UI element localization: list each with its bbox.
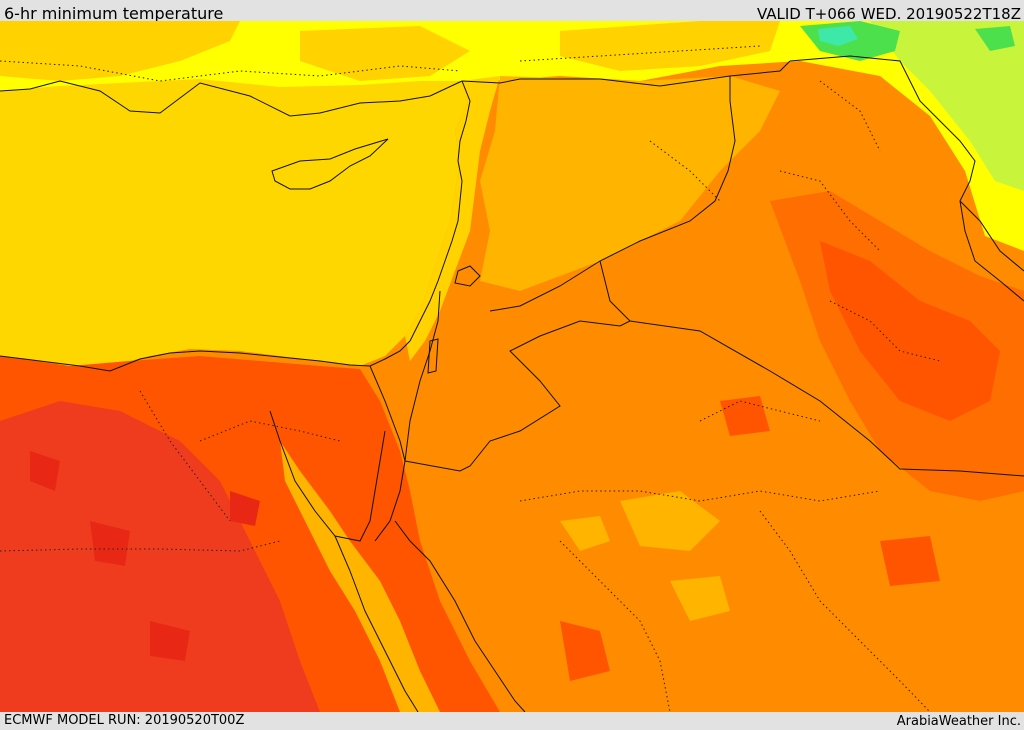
- iraq-red-core: [820, 241, 1000, 421]
- border-lebanon: [454, 265, 481, 287]
- coast-mediterranean-south: [0, 340, 411, 372]
- valid-time: VALID T+066 WED. 20190522T18Z: [756, 5, 1021, 23]
- dotted-border-iraq: [649, 140, 941, 362]
- model-run-label: ECMWF MODEL RUN: 20190520T00Z: [4, 713, 245, 728]
- dead-sea: [427, 338, 439, 374]
- coast-red-sea: [334, 520, 526, 712]
- footer-bar: ECMWF MODEL RUN: 20190520T00Z ArabiaWeat…: [0, 712, 1024, 729]
- coast-gulf-of-suez: [269, 410, 386, 542]
- green-patch: [800, 21, 1015, 61]
- cyprus-island: [271, 138, 389, 190]
- credit-label: ArabiaWeather Inc.: [896, 714, 1021, 729]
- border-israel-jordan: [404, 290, 441, 462]
- northeast-green-zone: [870, 21, 1024, 191]
- mediterranean-sea: [0, 79, 468, 366]
- saudi-patch-2: [560, 516, 730, 621]
- persian-gulf-coast: [959, 200, 1024, 272]
- border-iran-iraq: [789, 55, 1024, 302]
- levant-coast-strip: [405, 76, 500, 361]
- northern-yellow-zone: [0, 21, 1024, 251]
- dotted-border-saudi: [519, 400, 931, 712]
- egypt-deep-red: [0, 401, 320, 712]
- coast-turkey: [0, 80, 463, 117]
- temperature-map: [0, 21, 1024, 712]
- northern-gold-zone: [0, 21, 780, 81]
- syria-light-orange: [480, 76, 780, 291]
- map-title: 6-hr minimum temperature: [4, 4, 224, 23]
- border-iraq-saudi: [629, 320, 1024, 477]
- header-bar: 6-hr minimum temperature VALID T+066 WED…: [0, 0, 1024, 23]
- red-sea-light: [280, 441, 440, 712]
- border-turkey-syria: [461, 60, 791, 87]
- saudi-red-patches: [560, 396, 940, 681]
- coast-levant: [409, 80, 471, 342]
- border-iraq-jordan: [404, 260, 631, 472]
- dotted-border-north: [0, 45, 881, 152]
- saudi-patch-1: [620, 491, 720, 551]
- egypt-red-patches: [30, 451, 260, 661]
- border-syria-iraq: [489, 76, 736, 312]
- teal-patch: [818, 26, 858, 46]
